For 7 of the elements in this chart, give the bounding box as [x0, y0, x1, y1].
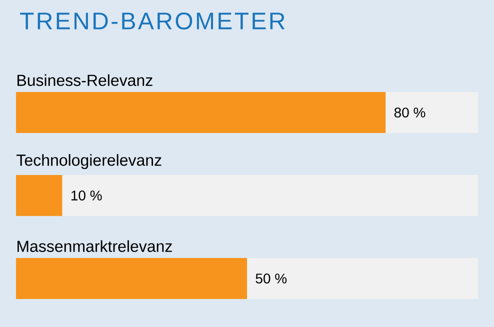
- data-label: 50 %: [256, 274, 287, 284]
- chart-title: TREND-BAROMETER: [20, 12, 285, 30]
- data-label: 10 %: [71, 190, 102, 200]
- y-tick-label: Massenmarktrelevanz: [18, 240, 172, 252]
- y-tick-label: Business-Relevanz: [18, 74, 152, 86]
- y-tick-label: Technologierelevanz: [16, 154, 162, 170]
- data-label: 80 %: [394, 108, 426, 118]
